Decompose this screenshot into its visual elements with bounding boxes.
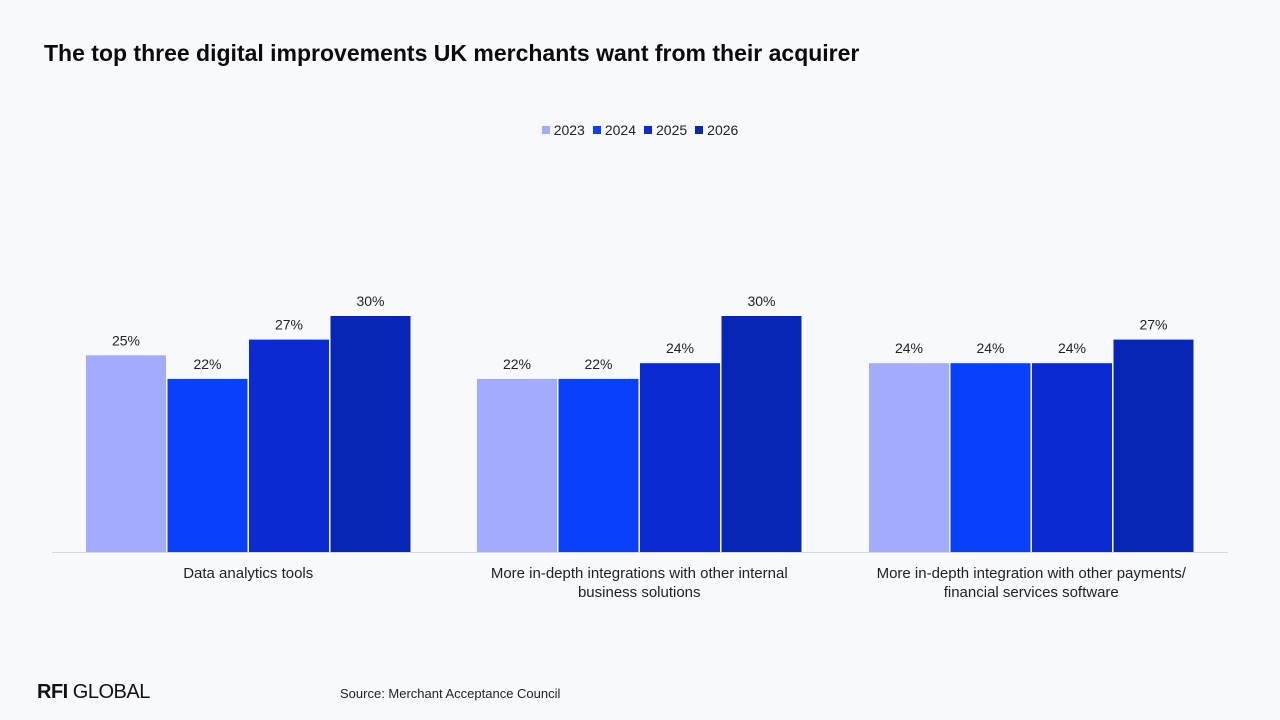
rfi-global-logo: RFI GLOBAL bbox=[37, 681, 150, 704]
bar-2026-category-3 bbox=[1113, 339, 1194, 552]
legend-swatch-2023 bbox=[541, 126, 550, 134]
chart-title: The top three digital improvements UK me… bbox=[44, 40, 860, 66]
source-note: Source: Merchant Acceptance Council bbox=[340, 686, 561, 701]
bar-2024-category-3 bbox=[950, 363, 1031, 552]
bar-2023-category-1 bbox=[86, 355, 166, 552]
legend-label-2026: 2026 bbox=[707, 122, 739, 138]
legend-label-2025: 2025 bbox=[656, 122, 688, 138]
category-label-1-line-1: Data analytics tools bbox=[183, 565, 314, 582]
legend-item-2023: 2023 bbox=[541, 122, 585, 138]
legend-item-2026: 2026 bbox=[695, 122, 738, 138]
data-label-2025-category-1: 27% bbox=[275, 317, 303, 333]
data-label-2024-category-1: 22% bbox=[193, 356, 221, 372]
data-label-2023-category-2: 22% bbox=[503, 356, 531, 372]
data-label-2023-category-1: 25% bbox=[112, 332, 140, 348]
bar-2024-category-2 bbox=[558, 378, 639, 552]
category-label-3-line-2: financial services software bbox=[943, 584, 1119, 601]
legend-swatch-2025 bbox=[644, 126, 652, 134]
bar-2025-category-2 bbox=[640, 363, 720, 552]
data-label-2024-category-3: 24% bbox=[976, 340, 1004, 356]
bar-2025-category-1 bbox=[249, 339, 329, 552]
bar-2023-category-2 bbox=[477, 378, 557, 552]
data-label-2023-category-3: 24% bbox=[895, 340, 923, 356]
category-label-2: More in-depth integrations with other in… bbox=[449, 564, 829, 602]
category-label-2-line-2: business solutions bbox=[577, 584, 701, 601]
category-label-2-line-1: More in-depth integrations with other in… bbox=[490, 565, 788, 582]
bar-2024-category-1 bbox=[167, 378, 248, 552]
legend-label-2023: 2023 bbox=[553, 122, 585, 138]
bar-2026-category-1 bbox=[330, 316, 411, 552]
data-label-2026-category-3: 27% bbox=[1139, 317, 1167, 333]
data-label-2024-category-2: 22% bbox=[584, 356, 612, 372]
data-label-2025-category-2: 24% bbox=[666, 340, 694, 356]
category-label-3: More in-depth integration with other pay… bbox=[841, 564, 1221, 602]
bar-2023-category-3 bbox=[869, 363, 949, 552]
legend-swatch-2024 bbox=[592, 126, 601, 134]
category-label-1: Data analytics tools bbox=[58, 564, 438, 583]
data-label-2026-category-1: 30% bbox=[356, 293, 384, 309]
data-label-2025-category-3: 24% bbox=[1058, 340, 1086, 356]
legend-swatch-2026 bbox=[695, 126, 704, 134]
legend: 2023 2024 2025 2026 bbox=[0, 122, 1280, 138]
logo-rest-text: GLOBAL bbox=[67, 681, 151, 703]
legend-item-2024: 2024 bbox=[592, 122, 636, 138]
legend-item-2025: 2025 bbox=[644, 122, 687, 138]
bar-2026-category-2 bbox=[721, 316, 802, 552]
data-label-2026-category-2: 30% bbox=[747, 293, 775, 309]
bar-2025-category-3 bbox=[1032, 363, 1112, 552]
logo-bold-text: RFI bbox=[37, 681, 68, 703]
category-label-3-line-1: More in-depth integration with other pay… bbox=[876, 565, 1186, 582]
legend-label-2024: 2024 bbox=[604, 122, 636, 138]
